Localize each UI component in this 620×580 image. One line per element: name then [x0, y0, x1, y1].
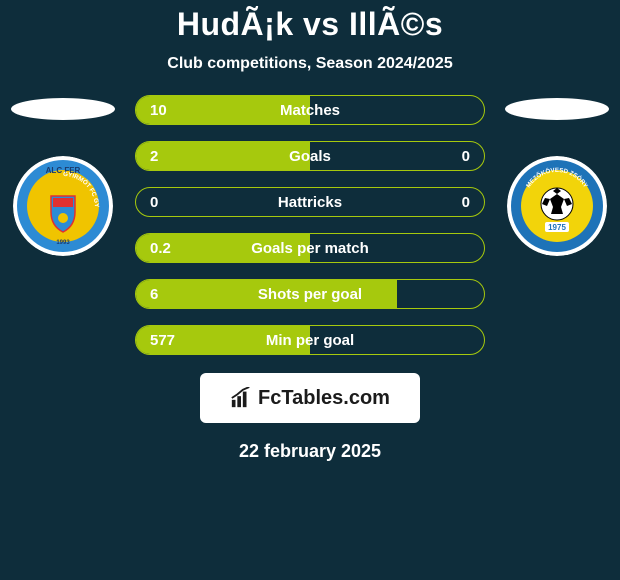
stat-label: Matches [136, 96, 484, 124]
stat-label: Goals [136, 142, 484, 170]
stat-bar: 577Min per goal [135, 325, 485, 355]
right-team-column: MEZŐKÖVESD ZSÓRY 1975 [502, 95, 612, 256]
branding-box: FcTables.com [200, 373, 420, 423]
left-team-column: ALC FER GYIRMÓT FC GYŐR 1993 [8, 95, 118, 256]
stat-label: Min per goal [136, 326, 484, 354]
branding-text: FcTables.com [258, 387, 390, 410]
stat-bar: 6Shots per goal [135, 279, 485, 309]
stat-label: Goals per match [136, 234, 484, 262]
right-team-name-pill [505, 98, 609, 120]
comparison-layout: ALC FER GYIRMÓT FC GYŐR 1993 [0, 95, 620, 355]
date-text: 22 february 2025 [239, 441, 381, 462]
right-team-badge: MEZŐKÖVESD ZSÓRY 1975 [507, 156, 607, 256]
fctables-chart-icon [230, 387, 252, 409]
left-team-name-pill [11, 98, 115, 120]
stat-bar: 20Goals [135, 141, 485, 171]
subtitle: Club competitions, Season 2024/2025 [167, 55, 452, 73]
right-team-crest-icon: MEZŐKÖVESD ZSÓRY 1975 [507, 156, 607, 256]
left-team-crest-icon: ALC FER GYIRMÓT FC GYŐR 1993 [13, 156, 113, 256]
stat-bars: 10Matches 20Goals 00Hattricks 0.2Goals per … [135, 95, 485, 355]
stat-bar: 00Hattricks [135, 187, 485, 217]
stat-label: Hattricks [136, 188, 484, 216]
stat-label: Shots per goal [136, 280, 484, 308]
left-team-badge: ALC FER GYIRMÓT FC GYŐR 1993 [13, 156, 113, 256]
stat-bar: 10Matches [135, 95, 485, 125]
svg-text:1975: 1975 [548, 223, 566, 232]
stat-bar: 0.2Goals per match [135, 233, 485, 263]
page-title: HudÃ¡k vs IllÃ©s [177, 6, 443, 43]
svg-text:1993: 1993 [56, 240, 70, 246]
